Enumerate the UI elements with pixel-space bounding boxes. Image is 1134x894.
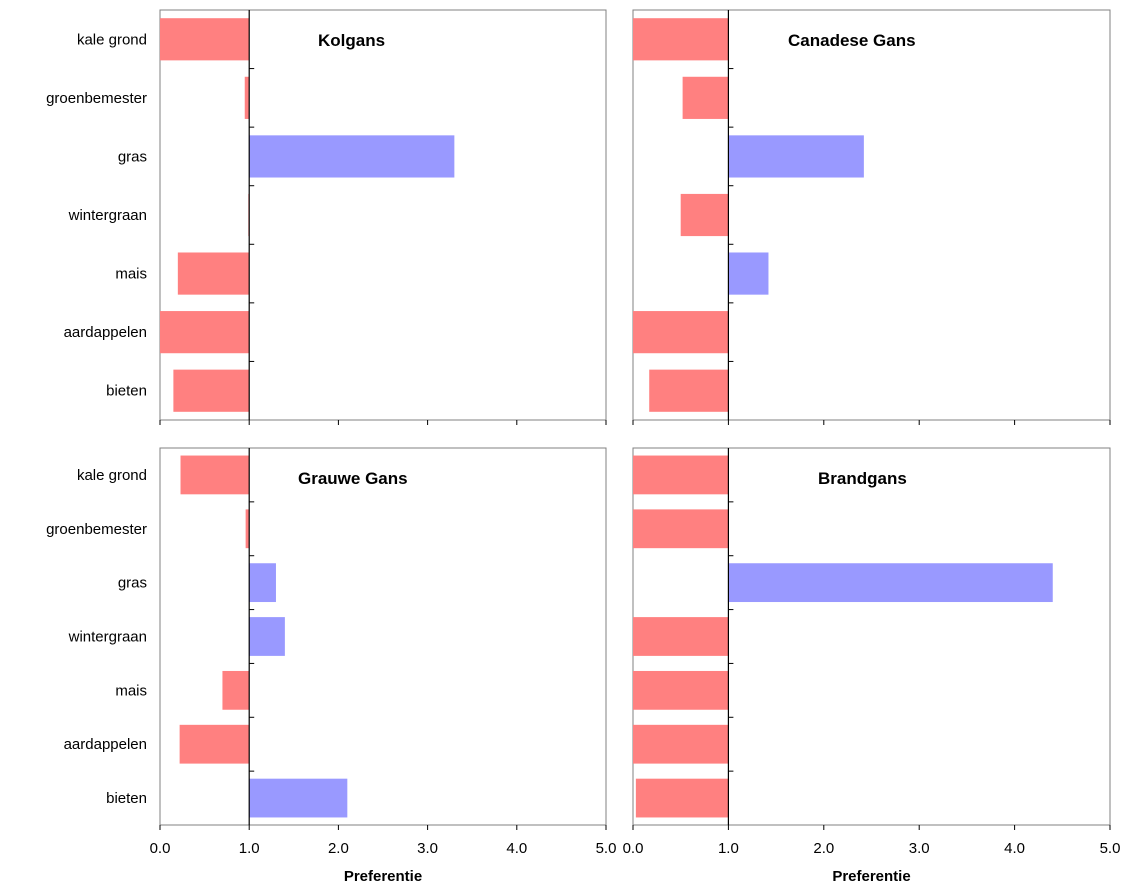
bar-groenbemester	[682, 76, 729, 119]
bar-kale-grond	[633, 18, 729, 61]
category-label: gras	[118, 575, 147, 592]
bar-bieten	[649, 369, 729, 412]
x-axis-title: Preferentie	[832, 868, 910, 885]
bar-bieten	[173, 369, 250, 412]
panel-brandgans: 0.0 1.0 2.0 3.0 4.0 5.0 Preferentie Brandgans	[623, 447, 1121, 885]
x-tick-label: 5.0	[596, 840, 617, 857]
bar-mais	[177, 252, 250, 295]
panel-kolgans: kale grond groenbemester gras wintergraan ma…	[46, 9, 607, 425]
x-tick-label: 2.0	[328, 840, 349, 857]
bar-wintergraan	[680, 193, 729, 237]
x-tick-label: 4.0	[506, 840, 527, 857]
bar-kale-grond	[633, 455, 729, 495]
category-label: aardappelen	[64, 736, 147, 753]
x-tick-label: 0.0	[623, 840, 644, 857]
bar-mais	[222, 670, 250, 710]
x-tick-label: 4.0	[1004, 840, 1025, 857]
panel-title: Kolgans	[318, 31, 385, 50]
category-label: mais	[115, 682, 147, 699]
x-tick-label: 5.0	[1100, 840, 1121, 857]
bar-aardappelen	[633, 311, 729, 354]
bar-kale-grond	[160, 18, 250, 61]
bar-wintergraan	[633, 617, 729, 656]
category-label: groenbemester	[46, 90, 147, 107]
category-label: kale grond	[77, 467, 147, 484]
bar-groenbemester	[633, 509, 729, 549]
bar-gras	[249, 135, 455, 178]
bar-gras	[728, 563, 1053, 603]
bar-groenbemester	[244, 76, 250, 119]
bar-aardappelen	[160, 311, 250, 354]
category-label: bieten	[106, 790, 147, 807]
panel-title: Canadese Gans	[788, 31, 916, 50]
category-label: mais	[115, 266, 147, 283]
panel-title: Grauwe Gans	[298, 469, 408, 488]
category-label: bieten	[106, 383, 147, 400]
panel-canadese-gans: Canadese Gans	[632, 9, 1111, 425]
bar-mais	[728, 252, 769, 295]
category-label: kale grond	[77, 31, 147, 48]
x-tick-label: 3.0	[417, 840, 438, 857]
bar-aardappelen	[633, 724, 729, 764]
category-label: aardappelen	[64, 324, 147, 341]
bar-gras	[249, 563, 276, 603]
panel-grauwe-gans: kale grond groenbemester gras wintergraan ma…	[46, 447, 617, 885]
bar-bieten	[249, 778, 348, 818]
bar-bieten	[635, 778, 729, 818]
x-tick-label: 3.0	[909, 840, 930, 857]
plot-area	[159, 447, 607, 826]
bar-wintergraan	[249, 617, 285, 656]
bar-kale-grond	[180, 455, 250, 495]
category-label: groenbemester	[46, 521, 147, 538]
x-tick-label: 1.0	[239, 840, 260, 857]
category-label: gras	[118, 148, 147, 165]
x-tick-label: 2.0	[813, 840, 834, 857]
panel-title: Brandgans	[818, 469, 907, 488]
category-label: wintergraan	[68, 629, 147, 646]
bar-groenbemester	[245, 509, 250, 549]
bar-aardappelen	[179, 724, 250, 764]
x-tick-label: 1.0	[718, 840, 739, 857]
bar-gras	[728, 135, 864, 178]
bar-mais	[633, 670, 729, 710]
x-axis-title: Preferentie	[344, 868, 422, 885]
x-tick-label: 0.0	[150, 840, 171, 857]
category-label: wintergraan	[68, 207, 147, 224]
plot-area	[159, 9, 607, 421]
